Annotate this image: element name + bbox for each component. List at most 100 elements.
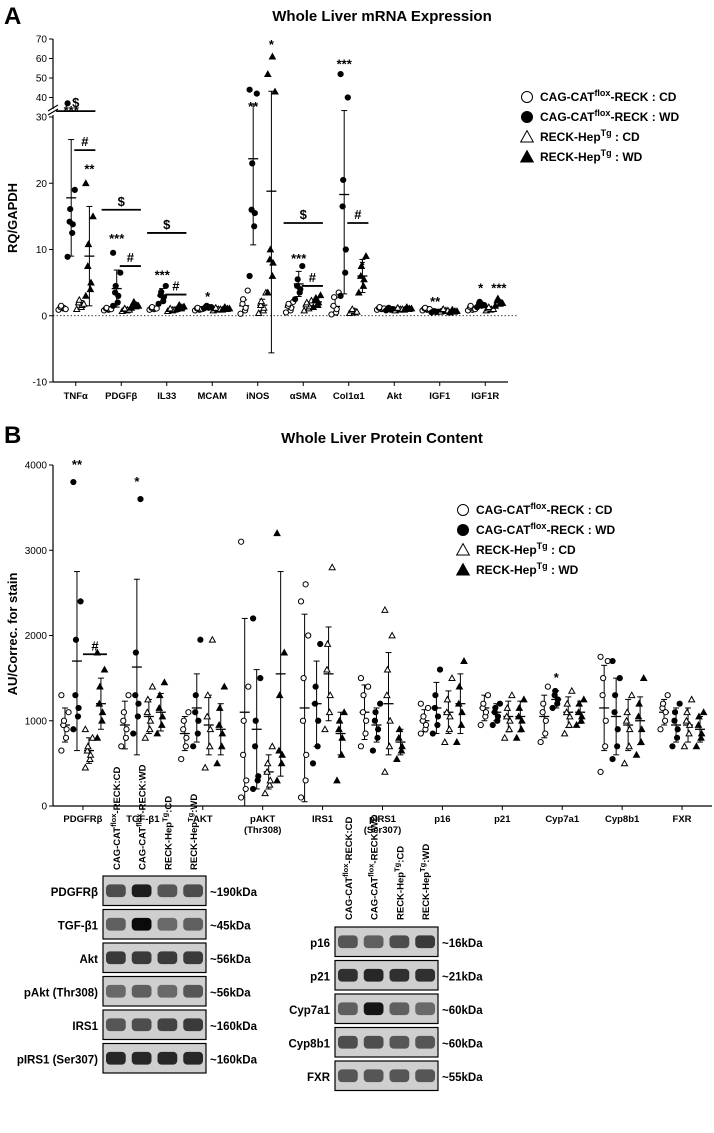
data-point bbox=[87, 278, 95, 286]
x-tick-label-line2: (Thr308) bbox=[244, 825, 281, 836]
data-point bbox=[220, 682, 229, 690]
data-point bbox=[398, 742, 406, 750]
data-point bbox=[269, 258, 277, 266]
blot-band bbox=[157, 984, 178, 998]
data-point bbox=[388, 631, 396, 639]
x-tick-label: Cyp7a1 bbox=[545, 814, 580, 825]
significance-label: *** bbox=[291, 251, 307, 266]
data-point bbox=[192, 709, 199, 716]
data-point bbox=[664, 692, 671, 699]
data-point bbox=[623, 708, 631, 716]
axis-break-mark bbox=[47, 108, 59, 116]
legend-text: -RECK : CD bbox=[610, 90, 676, 104]
data-point bbox=[112, 282, 119, 290]
lane-label: RECK-HepTg:WD bbox=[418, 844, 432, 920]
data-point bbox=[554, 696, 561, 703]
blot-band bbox=[106, 951, 126, 965]
data-point bbox=[577, 716, 586, 724]
legend-superscript: flox bbox=[594, 108, 610, 118]
data-point bbox=[357, 743, 365, 750]
blot-band bbox=[183, 951, 203, 965]
lane-label-text: -RECK:WD bbox=[370, 814, 381, 863]
legend-superscript: Tg bbox=[537, 541, 548, 551]
panel-b-plot: **#** bbox=[58, 457, 708, 807]
y-tick-label: 1000 bbox=[25, 716, 48, 727]
blot-band bbox=[389, 935, 410, 949]
data-point bbox=[443, 695, 452, 703]
data-point bbox=[98, 708, 107, 716]
data-point bbox=[268, 742, 277, 750]
data-point bbox=[155, 691, 164, 699]
data-point bbox=[356, 271, 365, 279]
data-point bbox=[616, 675, 623, 682]
data-point bbox=[342, 269, 349, 276]
legend-entry: CAG-CATflox-RECK : CD bbox=[540, 88, 677, 104]
legend-marker-filled-circle bbox=[457, 524, 469, 536]
data-point bbox=[277, 759, 286, 767]
data-point bbox=[303, 751, 310, 758]
panel-a: A Whole Liver mRNA Expression RQ/GAPDH 3… bbox=[4, 3, 679, 402]
y-tick-label: -10 bbox=[33, 378, 48, 389]
data-point bbox=[265, 780, 274, 788]
data-point bbox=[265, 255, 274, 263]
blot-band bbox=[131, 884, 152, 898]
y-tick-label: 50 bbox=[36, 74, 48, 85]
data-point bbox=[62, 734, 70, 741]
blot-protein-label: p21 bbox=[310, 971, 330, 983]
data-point bbox=[540, 700, 547, 707]
western-blot-left: CAG-CATflox-RECK:CDCAG-CATflox-RECK:WDRE… bbox=[17, 764, 258, 1074]
data-point bbox=[81, 291, 90, 299]
data-point bbox=[215, 703, 224, 711]
data-point bbox=[206, 725, 215, 733]
data-point bbox=[434, 713, 442, 720]
lane-label-text: CAG-CAT bbox=[138, 827, 149, 870]
x-tick-label: iNOS bbox=[246, 391, 269, 402]
legend-text: RECK-Hep bbox=[476, 563, 537, 577]
data-point bbox=[237, 310, 244, 317]
data-point bbox=[671, 709, 679, 716]
data-point bbox=[359, 709, 367, 716]
blot-protein-label: Akt bbox=[79, 954, 98, 966]
lane-label-superscript: flox bbox=[135, 813, 144, 827]
data-point bbox=[208, 635, 217, 643]
blot-band bbox=[389, 1035, 410, 1049]
panel-a-ylabel: RQ/GAPDH bbox=[5, 183, 20, 253]
data-point bbox=[86, 750, 95, 758]
data-point bbox=[114, 299, 121, 306]
significance-label: *** bbox=[109, 231, 125, 246]
panel-b-title: Whole Liver Protein Content bbox=[281, 430, 483, 447]
legend-superscript: flox bbox=[594, 88, 610, 98]
data-point bbox=[203, 712, 212, 720]
data-point bbox=[86, 755, 94, 763]
data-point bbox=[362, 252, 370, 260]
blot-band bbox=[183, 984, 203, 998]
legend-entry: RECK-HepTg : WD bbox=[540, 148, 643, 164]
data-point bbox=[130, 730, 137, 737]
data-point bbox=[60, 717, 68, 724]
data-point bbox=[238, 538, 245, 545]
data-point bbox=[83, 746, 92, 754]
blot-band bbox=[183, 884, 203, 898]
data-point bbox=[422, 721, 430, 729]
panel-b: B Whole Liver Protein Content AU/Correc.… bbox=[4, 422, 712, 836]
data-point bbox=[84, 742, 92, 750]
data-point bbox=[498, 299, 507, 307]
data-point bbox=[240, 751, 247, 758]
legend-marker-open-triangle bbox=[519, 129, 535, 143]
data-point bbox=[197, 636, 204, 643]
data-point bbox=[153, 729, 162, 737]
data-point bbox=[71, 186, 78, 193]
blot-band bbox=[363, 968, 384, 982]
data-point bbox=[255, 773, 262, 780]
data-point bbox=[185, 709, 192, 716]
data-point bbox=[502, 712, 511, 720]
data-point bbox=[268, 271, 277, 279]
data-point bbox=[337, 750, 346, 758]
data-point bbox=[337, 71, 344, 78]
x-tick-label: TGF-β1 bbox=[126, 814, 160, 825]
legend-entry: CAG-CATflox-RECK : CD bbox=[476, 501, 613, 517]
blot-band bbox=[157, 1018, 178, 1032]
data-point bbox=[263, 70, 272, 77]
data-point bbox=[244, 287, 251, 294]
lane-label-text: -RECK:CD bbox=[344, 816, 355, 863]
